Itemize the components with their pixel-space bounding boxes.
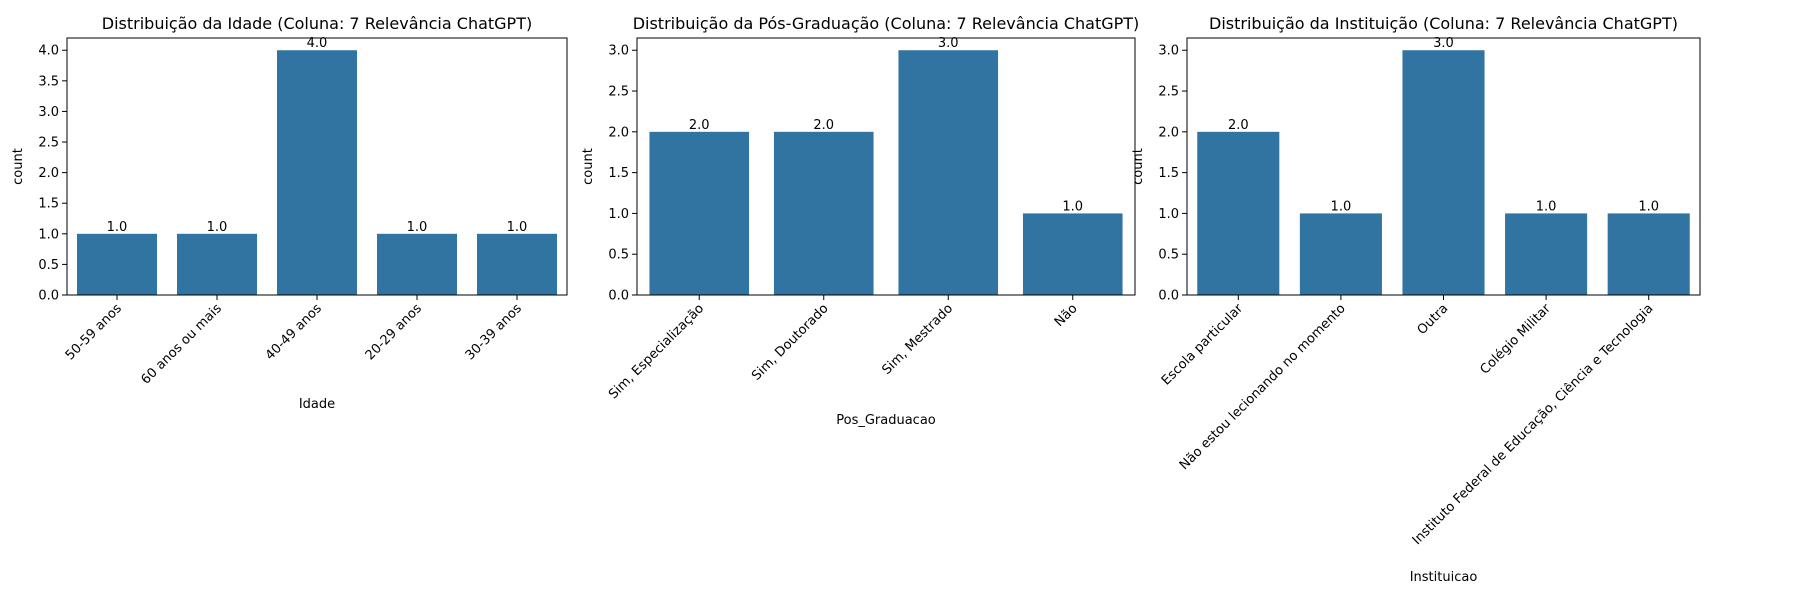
bar-value-label: 1.0 xyxy=(1638,199,1659,214)
y-tick-label: 2.0 xyxy=(38,166,59,181)
y-tick-label: 1.5 xyxy=(608,166,629,181)
bar-value-label: 1.0 xyxy=(1062,199,1083,214)
y-tick-label: 3.0 xyxy=(38,105,59,120)
chart-panel-1: Distribuição da Idade (Coluna: 7 Relevân… xyxy=(11,14,568,412)
bar-value-label: 1.0 xyxy=(107,220,128,235)
y-tick-label: 0.5 xyxy=(1158,248,1179,263)
y-tick-label: 2.5 xyxy=(1158,85,1179,100)
x-tick-label: Sim, Mestrado xyxy=(879,301,956,378)
bar-value-label: 2.0 xyxy=(689,118,710,133)
bar-1 xyxy=(649,131,750,295)
bar-3 xyxy=(277,50,357,295)
x-tick-label: Outra xyxy=(1415,301,1452,338)
x-axis-label: Pos_Graduacao xyxy=(836,413,936,428)
x-axis-label: Idade xyxy=(299,397,335,412)
x-tick-label: 30-39 anos xyxy=(463,301,525,363)
chart-panel-2: Distribuição da Pós-Graduação (Coluna: 7… xyxy=(581,14,1139,428)
chart-panel-3: Distribuição da Instituição (Coluna: 7 R… xyxy=(1131,14,1701,585)
plot-frame xyxy=(636,37,1136,296)
chart-title: Distribuição da Idade (Coluna: 7 Relevân… xyxy=(102,14,532,33)
y-tick-label: 0.0 xyxy=(1158,289,1179,304)
bar-value-label: 3.0 xyxy=(938,36,959,51)
bar-3 xyxy=(1402,50,1485,295)
bar-5 xyxy=(477,233,557,295)
bar-value-label: 2.0 xyxy=(813,118,834,133)
bar-2 xyxy=(177,233,257,295)
bar-4 xyxy=(377,233,457,295)
bar-value-label: 3.0 xyxy=(1433,36,1454,51)
bar-value-label: 1.0 xyxy=(507,220,528,235)
x-tick-label: Sim, Especialização xyxy=(606,301,707,402)
bar-4 xyxy=(1505,213,1588,295)
y-axis-label: count xyxy=(1131,148,1146,185)
y-tick-label: 1.0 xyxy=(1158,207,1179,222)
x-tick-label: Sim, Doutorado xyxy=(749,301,831,383)
chart-title: Distribuição da Instituição (Coluna: 7 R… xyxy=(1209,14,1678,33)
bar-4 xyxy=(1022,213,1123,295)
bar-5 xyxy=(1607,213,1690,295)
x-tick-label: Colégio Militar xyxy=(1478,301,1555,378)
y-tick-label: 0.0 xyxy=(38,289,59,304)
bar-1 xyxy=(1197,131,1280,295)
y-tick-label: 2.5 xyxy=(608,85,629,100)
bar-value-label: 1.0 xyxy=(1536,199,1557,214)
bar-1 xyxy=(77,233,157,295)
bar-2 xyxy=(1299,213,1382,295)
x-tick-label: Escola particular xyxy=(1159,301,1247,389)
y-tick-label: 4.0 xyxy=(38,44,59,59)
y-tick-label: 0.5 xyxy=(38,258,59,273)
x-tick-label: 60 anos ou mais xyxy=(138,301,224,387)
y-tick-label: 2.0 xyxy=(1158,125,1179,140)
x-tick-label: 20-29 anos xyxy=(363,301,425,363)
bar-value-label: 1.0 xyxy=(1331,199,1352,214)
chart-title: Distribuição da Pós-Graduação (Coluna: 7… xyxy=(633,14,1140,33)
bar-3 xyxy=(898,50,999,295)
bar-value-label: 1.0 xyxy=(407,220,428,235)
y-tick-label: 3.0 xyxy=(608,44,629,59)
y-axis-label: count xyxy=(581,148,596,185)
y-tick-label: 1.0 xyxy=(608,207,629,222)
plot-frame xyxy=(1186,37,1701,296)
y-tick-label: 1.5 xyxy=(1158,166,1179,181)
x-tick-label: Não estou lecionando no momento xyxy=(1177,301,1349,473)
x-tick-label: 40-49 anos xyxy=(263,301,325,363)
y-tick-label: 1.0 xyxy=(38,227,59,242)
y-tick-label: 3.0 xyxy=(1158,44,1179,59)
x-tick-label: 50-59 anos xyxy=(63,301,125,363)
y-tick-label: 0.0 xyxy=(608,289,629,304)
bar-2 xyxy=(773,131,874,295)
x-tick-label: Não xyxy=(1052,301,1081,330)
x-tick-label: Instituto Federal de Educação, Ciência e… xyxy=(1410,301,1657,548)
bar-value-label: 1.0 xyxy=(207,220,228,235)
y-axis-label: count xyxy=(11,148,26,185)
x-axis-label: Instituicao xyxy=(1410,570,1478,585)
y-tick-label: 3.5 xyxy=(38,74,59,89)
bar-value-label: 2.0 xyxy=(1228,118,1249,133)
y-tick-label: 1.5 xyxy=(38,197,59,212)
plot-frame xyxy=(66,37,568,296)
y-tick-label: 0.5 xyxy=(608,248,629,263)
y-tick-label: 2.0 xyxy=(608,125,629,140)
y-tick-label: 2.5 xyxy=(38,136,59,151)
bar-value-label: 4.0 xyxy=(307,36,328,51)
